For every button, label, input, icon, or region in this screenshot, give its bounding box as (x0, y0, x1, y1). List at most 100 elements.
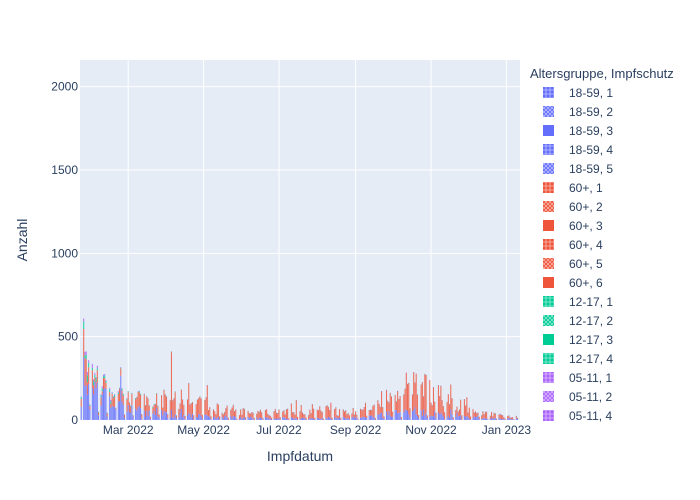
bar-segment[interactable] (304, 418, 306, 420)
bar-segment[interactable] (400, 419, 402, 420)
bar-segment[interactable] (251, 417, 253, 420)
bar-segment[interactable] (198, 398, 200, 414)
bar-segment[interactable] (242, 417, 244, 420)
bar-segment[interactable] (216, 403, 218, 419)
bar-segment[interactable] (335, 407, 337, 418)
bar-segment[interactable] (284, 417, 286, 420)
bar-segment[interactable] (476, 413, 478, 417)
bar-segment[interactable] (238, 419, 240, 420)
bar-segment[interactable] (144, 416, 147, 420)
bar-segment[interactable] (271, 419, 273, 420)
bar-segment[interactable] (221, 412, 223, 414)
bar-segment[interactable] (101, 391, 103, 395)
bar-segment[interactable] (163, 410, 165, 420)
bar-segment[interactable] (163, 390, 165, 411)
bar-segment[interactable] (319, 418, 321, 420)
bar-segment[interactable] (351, 413, 353, 418)
bar-segment[interactable] (126, 398, 128, 399)
bar-segment[interactable] (404, 388, 406, 410)
bar-segment[interactable] (273, 418, 275, 420)
bar-segment[interactable] (117, 394, 119, 402)
bar-segment[interactable] (346, 414, 348, 419)
bar-segment[interactable] (473, 416, 475, 420)
bar-segment[interactable] (322, 418, 325, 420)
bar-segment[interactable] (232, 416, 234, 420)
bar-segment[interactable] (430, 415, 432, 420)
bar-segment[interactable] (486, 412, 488, 419)
legend-item[interactable]: 18-59, 2 (543, 105, 613, 119)
bar-segment[interactable] (510, 417, 512, 420)
bar-segment[interactable] (515, 418, 517, 420)
bar-segment[interactable] (233, 416, 236, 420)
bar-segment[interactable] (224, 416, 226, 420)
bar-segment[interactable] (363, 407, 365, 418)
bar-segment[interactable] (356, 415, 358, 419)
bar-segment[interactable] (149, 416, 151, 419)
bar-segment[interactable] (457, 416, 459, 420)
bar-segment[interactable] (392, 411, 394, 417)
bar-segment[interactable] (153, 404, 155, 405)
bar-segment[interactable] (187, 415, 189, 420)
bar-segment[interactable] (96, 368, 98, 371)
bar-segment[interactable] (468, 418, 470, 420)
bar-segment[interactable] (208, 410, 210, 417)
bar-segment[interactable] (494, 417, 496, 420)
bar-segment[interactable] (259, 410, 261, 419)
bar-segment[interactable] (241, 414, 243, 419)
bar-segment[interactable] (407, 384, 409, 411)
bar-segment[interactable] (416, 416, 418, 420)
bar-segment[interactable] (196, 417, 198, 420)
bar-segment[interactable] (85, 354, 87, 360)
bar-segment[interactable] (295, 400, 297, 419)
bar-segment[interactable] (89, 405, 91, 410)
bar-segment[interactable] (411, 394, 413, 411)
bar-segment[interactable] (482, 411, 484, 419)
bar-segment[interactable] (414, 382, 416, 408)
bar-segment[interactable] (164, 394, 166, 413)
bar-segment[interactable] (80, 396, 82, 399)
bar-segment[interactable] (212, 409, 215, 418)
bar-segment[interactable] (352, 408, 354, 417)
bar-segment[interactable] (240, 409, 242, 417)
bar-segment[interactable] (403, 412, 405, 420)
bar-segment[interactable] (397, 391, 399, 414)
bar-segment[interactable] (195, 404, 197, 418)
bar-segment[interactable] (364, 417, 367, 420)
bar-segment[interactable] (492, 416, 494, 419)
bar-segment[interactable] (394, 410, 396, 420)
bar-segment[interactable] (232, 405, 234, 417)
bar-segment[interactable] (253, 418, 255, 420)
bar-segment[interactable] (170, 352, 172, 410)
bar-segment[interactable] (504, 418, 506, 420)
bar-segment[interactable] (474, 411, 477, 417)
bar-segment[interactable] (294, 415, 296, 419)
bar-segment[interactable] (371, 410, 373, 416)
bar-segment[interactable] (337, 418, 339, 420)
bar-segment[interactable] (373, 417, 375, 420)
bar-segment[interactable] (327, 407, 329, 417)
bar-segment[interactable] (132, 416, 134, 420)
bar-segment[interactable] (225, 415, 227, 420)
bar-segment[interactable] (96, 382, 98, 420)
bar-segment[interactable] (435, 412, 437, 418)
bar-segment[interactable] (219, 416, 221, 420)
bar-segment[interactable] (140, 408, 142, 420)
bar-segment[interactable] (256, 417, 258, 420)
bar-segment[interactable] (102, 389, 105, 420)
bar-segment[interactable] (345, 410, 347, 419)
bar-segment[interactable] (182, 417, 184, 420)
bar-segment[interactable] (80, 406, 82, 420)
bar-segment[interactable] (105, 380, 107, 383)
bar-segment[interactable] (245, 417, 247, 420)
bar-segment[interactable] (157, 405, 159, 407)
bar-segment[interactable] (109, 387, 111, 390)
bar-segment[interactable] (88, 367, 90, 385)
bar-segment[interactable] (470, 416, 472, 420)
bar-segment[interactable] (300, 418, 302, 420)
bar-segment[interactable] (326, 405, 328, 419)
bar-segment[interactable] (121, 388, 123, 389)
bar-segment[interactable] (119, 389, 121, 402)
bar-segment[interactable] (130, 413, 132, 420)
bar-segment[interactable] (429, 416, 431, 420)
bar-segment[interactable] (219, 419, 221, 420)
